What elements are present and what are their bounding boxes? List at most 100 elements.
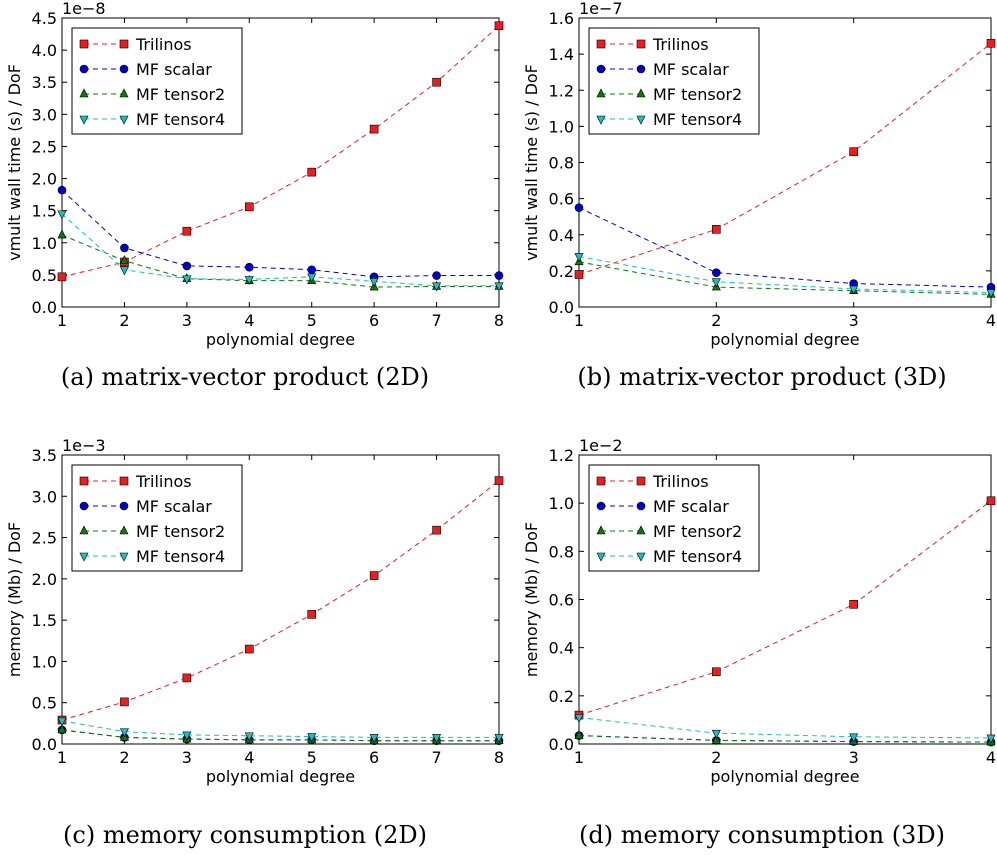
series-line-3 <box>61 729 499 742</box>
y-tick-label: 1.0 <box>32 652 57 671</box>
series-line-2 <box>578 207 992 288</box>
data-point <box>712 225 721 234</box>
x-tick-label: 7 <box>431 311 441 330</box>
y-tick-label: 3.0 <box>32 487 57 506</box>
data-point <box>849 733 859 743</box>
plot-frame <box>61 17 500 308</box>
legend-entry: Trilinos <box>652 35 709 54</box>
y-tick-label: 0.4 <box>549 639 574 658</box>
series-line-4 <box>61 720 499 738</box>
series-line-4 <box>61 213 499 287</box>
data-point <box>712 268 721 277</box>
y-tick-label: 0.5 <box>32 266 57 285</box>
y-tick-label: 0.0 <box>32 735 57 754</box>
legend-entry: Trilinos <box>135 472 192 491</box>
data-point <box>711 734 721 744</box>
plot-frame <box>61 454 500 745</box>
x-tick-label: 3 <box>849 748 859 767</box>
data-point <box>432 77 441 87</box>
legend-entry: Trilinos <box>652 472 709 491</box>
x-tick-label: 1 <box>57 748 67 767</box>
data-point <box>182 731 192 741</box>
y-tick-label: 0.0 <box>549 298 574 317</box>
legend-box <box>588 27 760 135</box>
legend-marker <box>119 64 129 74</box>
x-axis-label: polynomial degree <box>710 767 859 786</box>
legend-marker <box>119 476 129 486</box>
y-tick-label: 0.2 <box>549 262 574 281</box>
x-tick-label: 1 <box>574 311 584 330</box>
data-point <box>244 202 254 212</box>
x-tick-label: 1 <box>57 311 67 330</box>
data-point <box>494 282 504 292</box>
x-tick-label: 5 <box>307 311 317 330</box>
data-point <box>57 717 67 727</box>
legend-marker <box>79 115 89 125</box>
legend-entry: MF tensor4 <box>653 547 742 566</box>
series-line-2 <box>61 189 499 278</box>
legend-marker <box>596 39 606 49</box>
data-point <box>182 261 192 271</box>
data-point <box>244 732 254 742</box>
legend-marker <box>79 476 89 486</box>
y-tick-label: 1.5 <box>32 611 57 630</box>
x-tick-label: 4 <box>244 311 254 330</box>
panel-caption: (b) matrix-vector product (3D) <box>577 363 946 391</box>
legend-entry: MF tensor2 <box>136 85 225 104</box>
legend-box <box>71 27 243 135</box>
legend-marker <box>596 501 606 511</box>
legend-marker <box>119 552 129 562</box>
y-tick-label: 1.6 <box>549 9 574 28</box>
x-tick-label: 6 <box>369 311 379 330</box>
data-point <box>432 282 442 292</box>
legend-marker <box>79 88 89 98</box>
data-point <box>182 275 192 285</box>
data-point <box>307 167 317 177</box>
x-tick-label: 3 <box>849 311 859 330</box>
legend-entry: MF tensor4 <box>653 110 742 129</box>
data-point <box>494 476 504 485</box>
data-point <box>494 734 504 744</box>
legend-marker <box>596 64 606 74</box>
legend-marker <box>596 525 606 535</box>
y-tick-label: 4.0 <box>32 41 57 60</box>
x-tick-label: 4 <box>986 748 996 767</box>
series-line-1 <box>578 42 992 275</box>
y-tick-label: 2.5 <box>32 137 57 156</box>
legend-marker <box>79 552 89 562</box>
data-point <box>986 496 996 506</box>
legend-marker <box>79 39 89 49</box>
legend-entry: Trilinos <box>135 35 192 54</box>
y-offset-text: 1e−3 <box>62 436 106 455</box>
series-line-3 <box>61 234 499 288</box>
y-tick-label: 1.5 <box>32 202 57 221</box>
y-tick-label: 0.8 <box>549 542 574 561</box>
data-point <box>849 600 858 609</box>
y-offset-text: 1e−2 <box>579 436 623 455</box>
y-axis-label: memory (Mb) / DoF <box>5 522 24 677</box>
y-tick-label: 3.5 <box>32 73 57 92</box>
x-axis-label: polynomial degree <box>206 767 355 786</box>
legend-entry: MF scalar <box>653 497 729 516</box>
legend-marker <box>79 501 89 511</box>
data-point <box>244 644 254 654</box>
chart-panel-1: 1 2 3 4 5 6 7 8 0.0 0.5 1.0 1.5 2.0 2.5 3.0 3.5 4.0 4.5 1e… <box>5 0 504 391</box>
legend-marker <box>636 525 646 535</box>
y-tick-label: 0.0 <box>549 735 574 754</box>
panel-caption: (d) memory consumption (3D) <box>579 821 945 849</box>
y-tick-label: 1.2 <box>549 446 574 465</box>
data-point <box>57 185 67 195</box>
data-point <box>119 728 129 738</box>
data-point <box>369 278 379 287</box>
data-point <box>244 262 254 272</box>
legend-marker <box>596 115 606 125</box>
legend-marker <box>636 115 646 125</box>
legend-marker <box>636 64 646 74</box>
legend-entry: MF tensor2 <box>653 522 742 541</box>
y-axis-label: vmult wall time (s) / DoF <box>5 64 24 261</box>
y-axis-label: memory (Mb) / DoF <box>522 522 541 677</box>
data-point <box>494 271 504 280</box>
x-tick-label: 6 <box>369 748 379 767</box>
panel-caption: (a) matrix-vector product (2D) <box>61 363 429 391</box>
y-tick-label: 1.0 <box>549 494 574 513</box>
